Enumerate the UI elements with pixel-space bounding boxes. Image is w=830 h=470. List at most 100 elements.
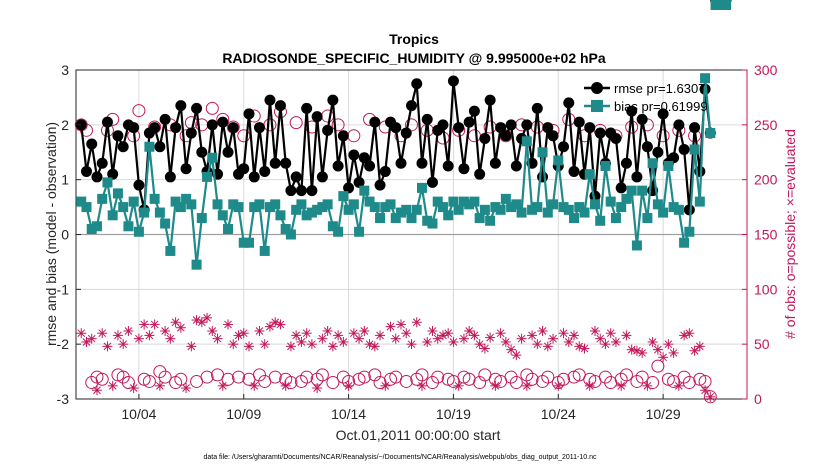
rmse-point	[505, 119, 517, 131]
rmse-point	[610, 133, 622, 145]
bias-point	[160, 218, 171, 229]
obs-evaluated-point	[165, 333, 176, 344]
rmse-point	[164, 171, 176, 183]
obs-layer	[74, 101, 717, 404]
rmse-point	[243, 108, 255, 120]
obs-possible-point	[525, 372, 539, 386]
obs-evaluated-stroke	[329, 342, 337, 351]
y-axis-right-label: # of obs: o=possible; ×=evaluated	[782, 129, 798, 339]
rmse-point	[107, 168, 119, 180]
obs-evaluated-point	[705, 391, 716, 402]
obs-possible-point	[368, 368, 382, 382]
obs-evaluated-stroke	[428, 327, 437, 335]
bias-point	[359, 185, 370, 196]
bias-point	[385, 199, 396, 210]
obs-evaluated-stroke	[601, 340, 610, 349]
obs-evaluated-stroke	[622, 331, 631, 340]
obs-evaluated-point	[118, 339, 129, 350]
obs-possible-point	[289, 116, 303, 130]
obs-evaluated-stroke	[402, 329, 411, 338]
obs-evaluated-point	[228, 339, 239, 350]
rmse-point	[175, 100, 187, 112]
bias-point	[91, 221, 102, 232]
obs-evaluated-point	[469, 330, 480, 341]
obs-evaluated-stroke	[444, 329, 453, 338]
bias-point	[254, 199, 265, 210]
legend-bias-label: bias pr=0.61999	[614, 99, 708, 114]
bias-point	[327, 221, 338, 232]
bias-point	[154, 207, 165, 218]
bias-point	[348, 199, 359, 210]
obs-evaluated-stroke	[365, 340, 374, 349]
bias-point	[217, 210, 228, 221]
bias-point	[212, 199, 223, 210]
obs-evaluated-point	[175, 322, 186, 333]
obs-evaluated-stroke	[187, 342, 196, 351]
rmse-point	[206, 119, 218, 131]
rmse-point	[683, 204, 695, 216]
obs-possible-point	[132, 104, 146, 118]
y-tick-label: 3	[61, 62, 69, 78]
obs-evaluated-point	[506, 344, 517, 355]
obs-possible-point	[536, 374, 550, 388]
obs-evaluated-stroke	[580, 344, 589, 353]
obs-evaluated-stroke	[706, 392, 715, 401]
obs-evaluated-point	[684, 328, 695, 339]
bias-point	[354, 226, 365, 237]
obs-evaluated-stroke	[376, 331, 384, 340]
rmse-point	[327, 94, 339, 106]
rmse-point	[678, 144, 690, 156]
rmse-point	[217, 116, 229, 128]
rmse-point	[290, 171, 302, 183]
obs-evaluated-stroke	[695, 342, 704, 351]
obs-evaluated-point	[170, 317, 181, 328]
bias-point	[532, 202, 543, 213]
obs-possible-point	[541, 370, 555, 384]
obs-evaluated-stroke	[564, 338, 573, 346]
bias-point	[553, 155, 564, 166]
bias-point	[589, 199, 600, 210]
bias-point	[144, 141, 155, 152]
series-layer	[75, 0, 732, 270]
obs-evaluated-point	[411, 317, 422, 328]
bias-point	[485, 215, 496, 226]
obs-evaluated-stroke	[103, 342, 112, 351]
bias-point	[453, 204, 464, 215]
obs-evaluated-stroke	[87, 334, 96, 343]
obs-evaluated-stroke	[140, 320, 149, 329]
obs-evaluated-point	[443, 328, 454, 339]
obs-evaluated-stroke	[685, 329, 694, 338]
rmse-point	[510, 160, 522, 172]
obs-evaluated-stroke	[260, 340, 269, 349]
rmse-point	[353, 176, 365, 188]
obs-evaluated-point	[317, 333, 328, 344]
obs-evaluated-stroke	[465, 327, 474, 335]
bias-point	[343, 204, 354, 215]
bias-point	[97, 193, 108, 204]
rmse-point	[128, 122, 140, 134]
obs-possible-point	[284, 376, 298, 390]
obs-evaluated-stroke	[659, 353, 667, 362]
bias-point	[411, 204, 422, 215]
obs-evaluated-point	[212, 333, 223, 344]
obs-evaluated-stroke	[156, 381, 164, 390]
rmse-point	[343, 182, 355, 194]
x-tick-label: 10/19	[436, 406, 471, 422]
obs-evaluated-point	[327, 341, 338, 352]
bias-point	[196, 213, 207, 224]
obs-evaluated-stroke	[318, 334, 327, 343]
obs-possible-point	[656, 129, 670, 143]
obs-evaluated-stroke	[287, 342, 295, 351]
obs-evaluated-point	[458, 333, 469, 344]
bias-point	[689, 144, 700, 155]
rmse-point	[652, 146, 664, 158]
obs-evaluated-stroke	[522, 381, 531, 390]
obs-evaluated-stroke	[203, 313, 211, 322]
bias-point	[107, 210, 118, 221]
rmse-point	[390, 122, 402, 134]
obs-evaluated-point	[500, 336, 511, 347]
obs-evaluated-point	[149, 319, 160, 330]
rmse-point	[222, 146, 234, 158]
rmse-point	[358, 152, 370, 164]
bias-point	[506, 202, 517, 213]
